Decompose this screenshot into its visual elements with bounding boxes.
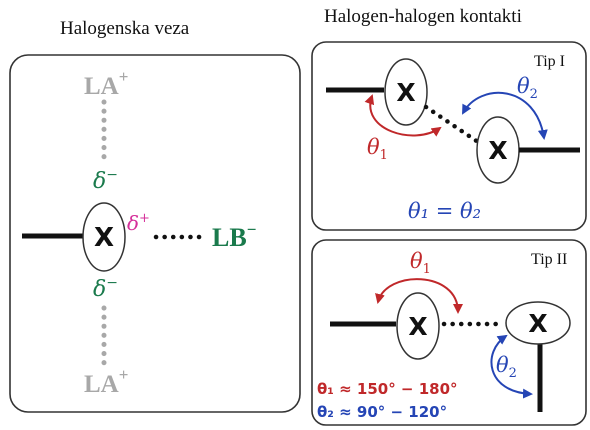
halogen-atom-label: X (94, 223, 114, 253)
type2-atom-right-label: X (528, 309, 547, 338)
type2-atom-left-label: X (408, 312, 427, 341)
la-bottom-label: LA+ (84, 365, 128, 398)
halogen-atom (82, 202, 126, 272)
type2-theta2-label: θ2 (496, 353, 517, 381)
type1-theta1-arrow (364, 94, 442, 137)
lb-label: LB− (212, 220, 256, 252)
type1-theta2-arrow (462, 91, 548, 140)
type2-theta2-arrow (490, 334, 533, 399)
type2-label: Tip II (531, 251, 567, 268)
type1-label: Tip I (534, 53, 565, 70)
type2-angle1: θ₁ ≈ 150° − 180° (317, 380, 458, 398)
type1-atom-left-label: X (396, 78, 415, 107)
type2-atom-right (505, 301, 571, 345)
type1-theta2-label: θ2 (517, 74, 538, 102)
left-title: Halogenska veza (60, 18, 190, 39)
type1-equation: θ₁ = θ₂ (408, 199, 481, 223)
delta-minus-bottom: δ− (93, 275, 118, 302)
type2-panel-frame (311, 239, 587, 426)
type2-atom-left (396, 292, 440, 360)
type1-contact-dots (423, 104, 481, 145)
type1-panel-frame (311, 41, 587, 231)
type2-angle2: θ₂ ≈ 90° − 120° (317, 403, 447, 421)
delta-minus-top: δ− (93, 167, 118, 194)
delta-plus: δ+ (127, 211, 150, 235)
type2-theta1-arrow (375, 278, 463, 314)
la-top-label: LA+ (84, 67, 128, 100)
left-panel-frame (9, 54, 301, 413)
right-title: Halogen-halogen kontakti (324, 6, 522, 27)
type2-theta1-label: θ1 (410, 249, 431, 277)
type1-theta1-label: θ1 (367, 135, 388, 163)
type1-atom-right-label: X (488, 136, 507, 165)
